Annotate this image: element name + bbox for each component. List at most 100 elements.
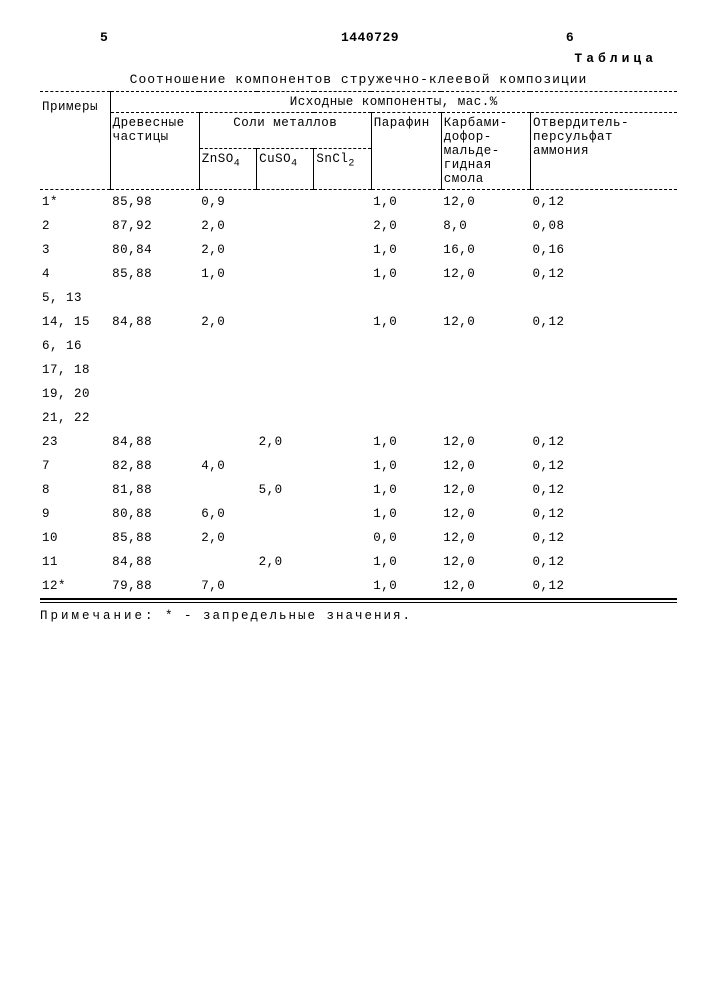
cell-example: 1* — [40, 190, 110, 215]
cell-wood: 79,88 — [110, 574, 199, 599]
cell-paraffin — [371, 358, 441, 382]
cell-hardener — [530, 382, 677, 406]
cell-wood: 80,88 — [110, 502, 199, 526]
table-row: 485,881,01,012,00,12 — [40, 262, 677, 286]
col-cuso4: CuSO4 — [257, 148, 314, 189]
cell-example: 17, 18 — [40, 358, 110, 382]
table-row: 17, 18 — [40, 358, 677, 382]
cell-cu — [257, 454, 314, 478]
col-paraffin: Парафин — [371, 113, 441, 190]
table-row: 380,842,01,016,00,16 — [40, 238, 677, 262]
cell-resin: 16,0 — [441, 238, 530, 262]
cell-zn — [199, 334, 256, 358]
cell-hardener: 0,12 — [530, 526, 677, 550]
cell-cu: 2,0 — [257, 550, 314, 574]
cell-resin: 12,0 — [441, 454, 530, 478]
cell-wood: 85,98 — [110, 190, 199, 215]
col-sncl2: SnCl2 — [314, 148, 371, 189]
cell-hardener — [530, 286, 677, 310]
cell-wood: 84,88 — [110, 310, 199, 334]
cell-resin: 12,0 — [441, 430, 530, 454]
cell-paraffin: 1,0 — [371, 454, 441, 478]
cell-cu — [257, 310, 314, 334]
cell-zn: 7,0 — [199, 574, 256, 599]
cell-example: 21, 22 — [40, 406, 110, 430]
table-head: Примеры Исходные компоненты, мас.% Древе… — [40, 92, 677, 190]
cell-resin: 12,0 — [441, 502, 530, 526]
cell-wood: 85,88 — [110, 526, 199, 550]
table-row: 6, 16 — [40, 334, 677, 358]
cell-sn — [314, 454, 371, 478]
cell-hardener: 0,12 — [530, 190, 677, 215]
patent-number: 1440729 — [260, 30, 480, 45]
cell-resin: 12,0 — [441, 526, 530, 550]
cell-wood: 87,92 — [110, 214, 199, 238]
cell-cu — [257, 286, 314, 310]
cell-sn — [314, 310, 371, 334]
col-examples: Примеры — [40, 92, 110, 190]
cell-example: 6, 16 — [40, 334, 110, 358]
cell-wood: 82,88 — [110, 454, 199, 478]
cell-resin — [441, 358, 530, 382]
cell-cu — [257, 262, 314, 286]
cell-paraffin: 1,0 — [371, 574, 441, 599]
table-row: 287,922,02,08,00,08 — [40, 214, 677, 238]
cell-zn: 6,0 — [199, 502, 256, 526]
cell-example: 11 — [40, 550, 110, 574]
cell-resin — [441, 334, 530, 358]
cell-hardener: 0,12 — [530, 310, 677, 334]
cell-resin — [441, 406, 530, 430]
cell-example: 7 — [40, 454, 110, 478]
cell-sn — [314, 550, 371, 574]
cell-wood: 84,88 — [110, 550, 199, 574]
page-num-left: 5 — [40, 30, 260, 45]
cell-resin — [441, 382, 530, 406]
table-row: 881,885,01,012,00,12 — [40, 478, 677, 502]
cell-hardener — [530, 334, 677, 358]
cell-resin: 12,0 — [441, 574, 530, 599]
cell-paraffin: 1,0 — [371, 238, 441, 262]
cell-hardener: 0,12 — [530, 262, 677, 286]
cell-sn — [314, 406, 371, 430]
cell-example: 23 — [40, 430, 110, 454]
cell-hardener: 0,12 — [530, 430, 677, 454]
cell-cu — [257, 238, 314, 262]
cell-sn — [314, 502, 371, 526]
col-resin: Карбами-дофор-мальде-гидная смола — [441, 113, 530, 190]
cell-wood — [110, 406, 199, 430]
cell-example: 3 — [40, 238, 110, 262]
table-row: 5, 13 — [40, 286, 677, 310]
cell-cu — [257, 334, 314, 358]
cell-sn — [314, 430, 371, 454]
cell-paraffin: 1,0 — [371, 550, 441, 574]
cell-resin: 12,0 — [441, 262, 530, 286]
cell-zn: 4,0 — [199, 454, 256, 478]
cell-hardener: 0,12 — [530, 550, 677, 574]
cell-zn — [199, 478, 256, 502]
table-row: 19, 20 — [40, 382, 677, 406]
cell-wood: 80,84 — [110, 238, 199, 262]
cell-sn — [314, 478, 371, 502]
cell-hardener: 0,12 — [530, 502, 677, 526]
cell-hardener — [530, 358, 677, 382]
cell-paraffin: 1,0 — [371, 502, 441, 526]
data-table: Примеры Исходные компоненты, мас.% Древе… — [40, 91, 677, 599]
cell-cu — [257, 574, 314, 599]
cell-example: 4 — [40, 262, 110, 286]
cell-paraffin: 1,0 — [371, 262, 441, 286]
cell-wood — [110, 334, 199, 358]
cell-cu — [257, 358, 314, 382]
cell-sn — [314, 358, 371, 382]
cell-zn: 0,9 — [199, 190, 256, 215]
table-row: 782,884,0 1,012,00,12 — [40, 454, 677, 478]
cell-zn — [199, 286, 256, 310]
cell-hardener: 0,12 — [530, 454, 677, 478]
cell-resin — [441, 286, 530, 310]
cell-paraffin: 1,0 — [371, 430, 441, 454]
cell-resin: 12,0 — [441, 550, 530, 574]
cell-zn — [199, 550, 256, 574]
cell-wood: 85,88 — [110, 262, 199, 286]
cell-sn — [314, 190, 371, 215]
cell-hardener: 0,08 — [530, 214, 677, 238]
cell-example: 14, 15 — [40, 310, 110, 334]
